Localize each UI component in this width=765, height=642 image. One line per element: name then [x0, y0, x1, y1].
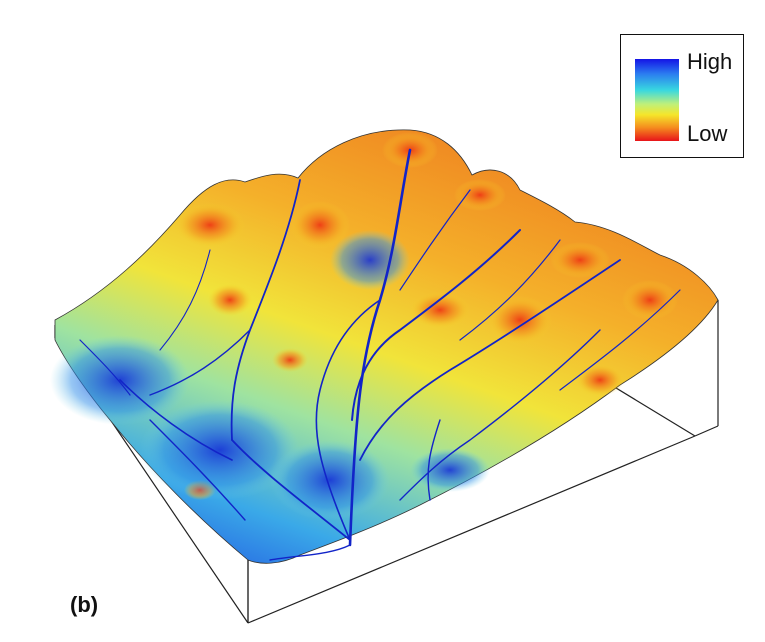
color-legend: High Low: [620, 34, 744, 158]
panel-label: (b): [70, 592, 99, 617]
terrain-surface: [50, 129, 719, 564]
drainage-network: [79, 148, 681, 561]
legend-low-label: Low: [687, 121, 728, 146]
legend-high-label: High: [687, 49, 733, 74]
legend-color-ramp: [635, 59, 679, 141]
